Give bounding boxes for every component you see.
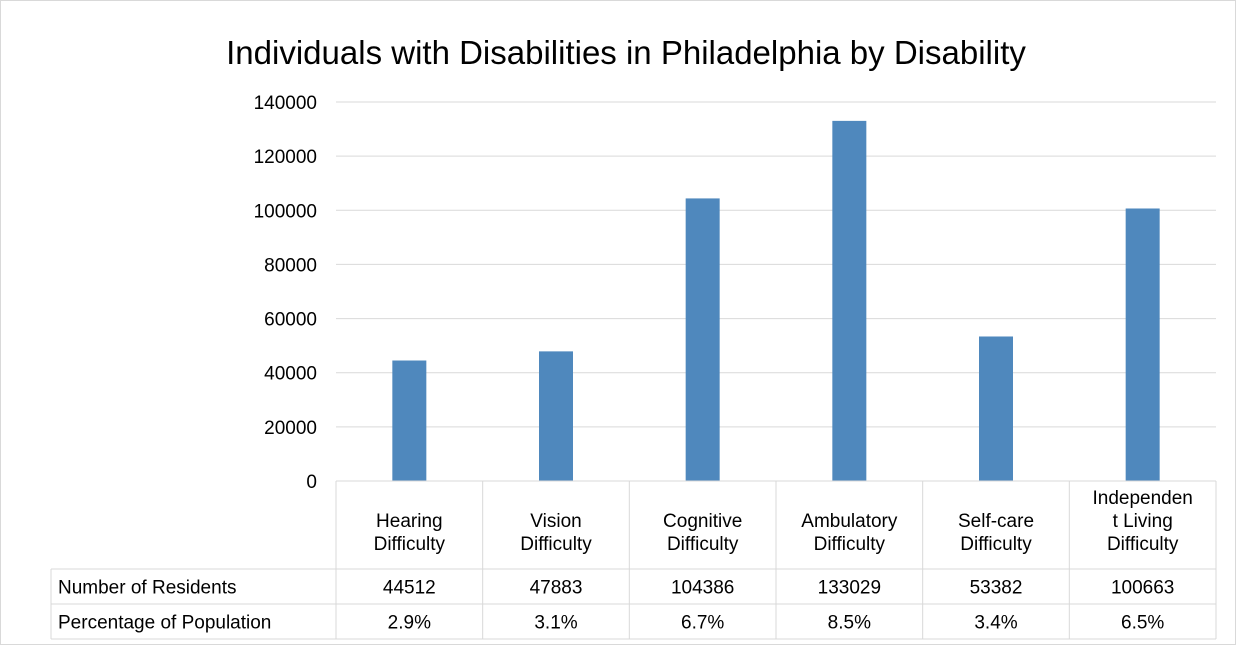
y-tick-label: 140000 <box>254 93 317 114</box>
table-cell: 6.5% <box>1121 613 1164 634</box>
table-cell: 133029 <box>818 578 881 599</box>
bar <box>979 336 1013 481</box>
table-cell: 47883 <box>530 578 583 599</box>
y-tick-label: 40000 <box>264 364 317 385</box>
table-cell: 44512 <box>383 578 436 599</box>
category-label: Self-care <box>958 511 1034 532</box>
bar <box>685 198 720 482</box>
category-label: Independen <box>1092 488 1192 509</box>
table-cell: 53382 <box>970 578 1023 599</box>
y-axis-ticks: 0 20000 40000 60000 80000 100000 120000 140000 <box>254 93 317 493</box>
y-tick-label: 60000 <box>264 310 317 331</box>
y-tick-label: 20000 <box>264 418 317 439</box>
table-cell: 104386 <box>671 578 734 599</box>
category-label: Difficulty <box>667 534 739 555</box>
bar <box>392 360 427 481</box>
table-cell: 3.4% <box>974 613 1017 634</box>
y-tick-label: 0 <box>306 472 317 493</box>
gridlines <box>336 101 1216 428</box>
table-cell: 8.5% <box>828 613 871 634</box>
category-label: Difficulty <box>1107 534 1179 555</box>
table-row-label: Number of Residents <box>58 578 236 599</box>
y-tick-label: 80000 <box>264 255 317 276</box>
y-tick-label: 120000 <box>254 147 317 168</box>
category-label: Difficulty <box>960 534 1032 555</box>
category-label: t Living <box>1113 511 1173 532</box>
category-label: Ambulatory <box>801 511 898 532</box>
table-cell: 100663 <box>1111 578 1174 599</box>
category-label: Cognitive <box>663 511 742 532</box>
category-label: Vision <box>530 511 581 532</box>
category-label: Difficulty <box>374 534 446 555</box>
category-label: Difficulty <box>814 534 886 555</box>
table-cell: 2.9% <box>388 613 431 634</box>
bar <box>1125 208 1160 481</box>
bar <box>539 351 573 481</box>
bar <box>832 120 867 481</box>
y-tick-label: 100000 <box>254 201 317 222</box>
data-table: HearingDifficultyVisionDifficultyCogniti… <box>50 480 1217 640</box>
table-cell: 6.7% <box>681 613 724 634</box>
table-row-label: Percentage of Population <box>58 613 271 634</box>
chart-title: Individuals with Disabilities in Philade… <box>226 34 1026 71</box>
category-label: Difficulty <box>520 534 592 555</box>
category-label: Hearing <box>376 511 443 532</box>
table-cell: 3.1% <box>534 613 577 634</box>
bars <box>392 120 1160 482</box>
